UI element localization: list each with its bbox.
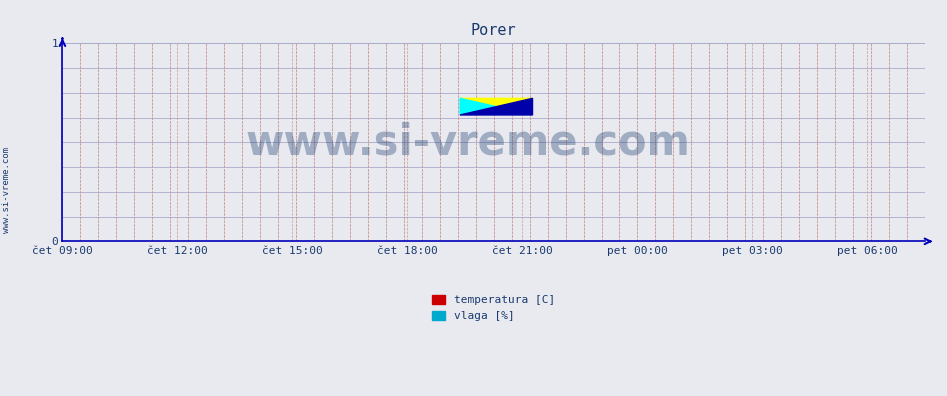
Polygon shape bbox=[460, 98, 532, 115]
Text: www.si-vreme.com: www.si-vreme.com bbox=[245, 121, 690, 163]
Text: www.si-vreme.com: www.si-vreme.com bbox=[2, 147, 11, 233]
Polygon shape bbox=[460, 98, 532, 107]
Polygon shape bbox=[460, 98, 496, 115]
Legend: temperatura [C], vlaga [%]: temperatura [C], vlaga [%] bbox=[427, 291, 560, 326]
Title: Porer: Porer bbox=[471, 23, 516, 38]
